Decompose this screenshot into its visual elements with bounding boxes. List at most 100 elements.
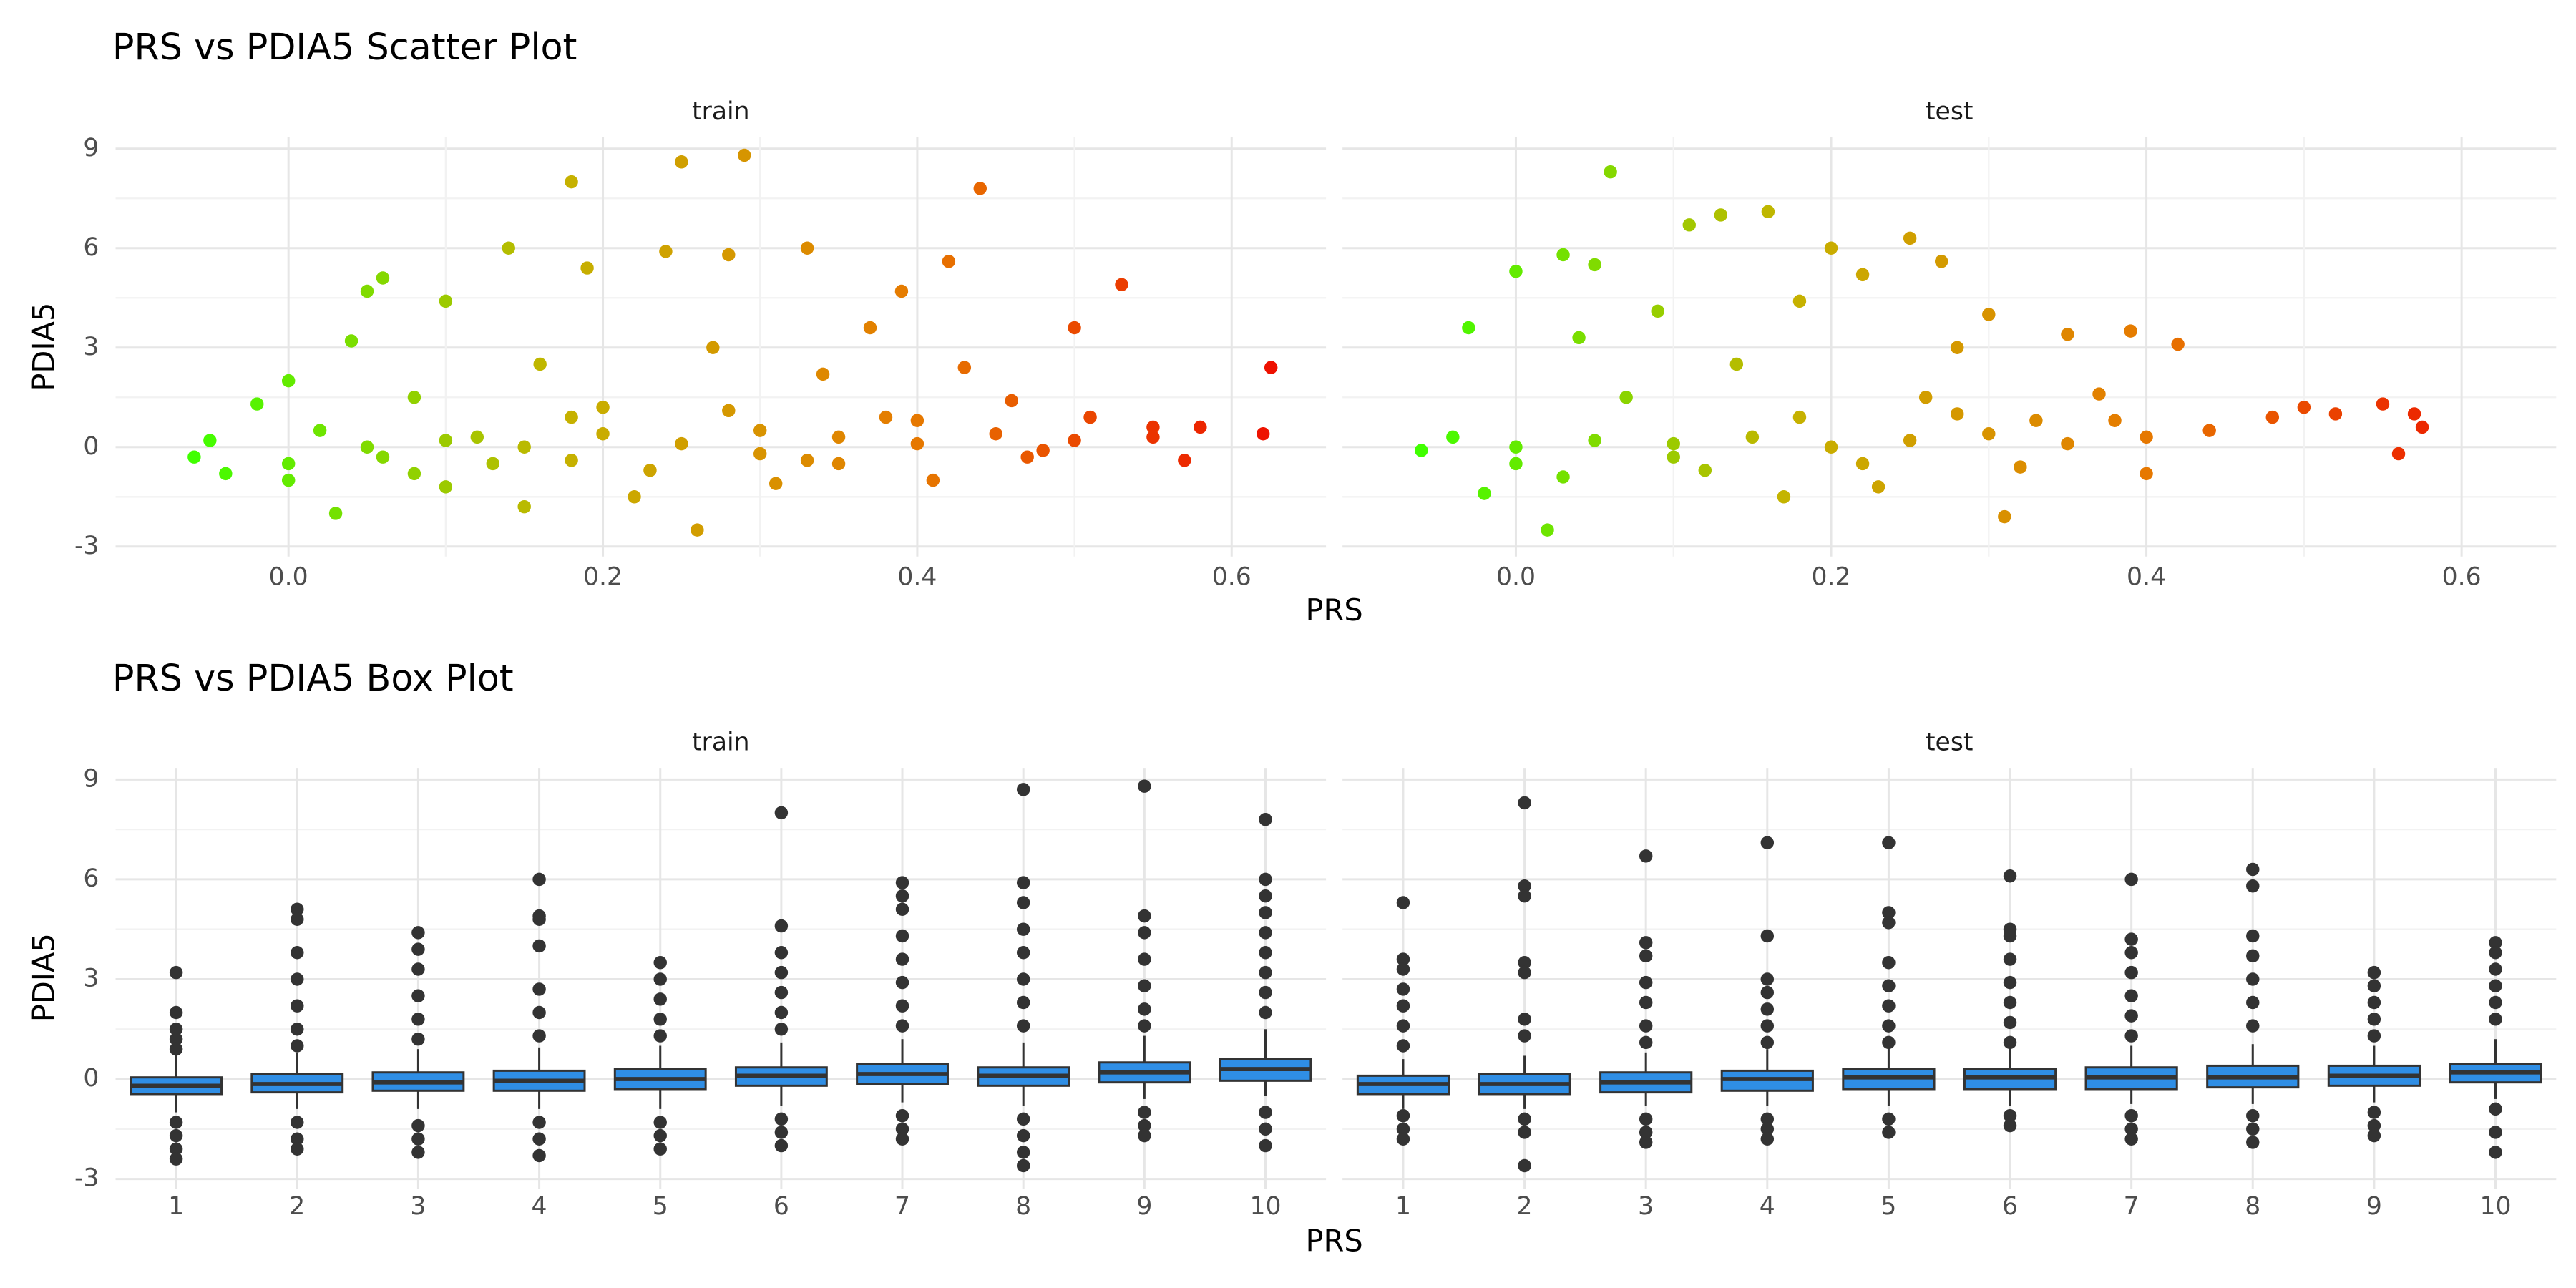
- point: [376, 450, 390, 464]
- outlier: [2246, 1136, 2260, 1149]
- y-tick-label: 9: [83, 764, 99, 793]
- outlier: [2489, 936, 2502, 950]
- point: [957, 361, 972, 374]
- point: [439, 434, 453, 447]
- point: [1951, 341, 1964, 355]
- y-tick-label: 0: [83, 1064, 99, 1093]
- point: [1619, 391, 1633, 404]
- outlier: [895, 889, 909, 903]
- point: [596, 427, 610, 441]
- outlier: [1259, 965, 1272, 980]
- x-tick-label: 2: [289, 1192, 305, 1221]
- outlier: [2367, 995, 2381, 1010]
- point: [2407, 407, 2421, 421]
- outlier: [291, 912, 304, 926]
- outlier: [2246, 1019, 2260, 1033]
- outlier: [1396, 962, 1410, 976]
- point: [360, 284, 374, 298]
- outlier: [1760, 1035, 1775, 1050]
- point: [675, 436, 688, 451]
- outlier: [291, 1116, 304, 1129]
- point: [1478, 487, 1491, 500]
- point: [706, 341, 720, 355]
- outlier: [411, 989, 425, 1002]
- outlier: [774, 806, 789, 820]
- outlier: [2246, 862, 2260, 877]
- outlier: [1016, 995, 1030, 1010]
- outlier: [2246, 879, 2260, 893]
- point: [1824, 241, 1838, 255]
- outlier: [1138, 926, 1151, 940]
- point: [926, 473, 940, 487]
- point: [753, 424, 767, 437]
- outlier: [895, 975, 909, 990]
- outlier: [1016, 783, 1030, 796]
- point: [1588, 258, 1601, 272]
- y-tick-label: -3: [74, 1164, 99, 1193]
- point: [203, 434, 217, 447]
- point: [738, 148, 751, 162]
- outlier: [1396, 1132, 1410, 1146]
- point: [1871, 480, 1885, 494]
- point: [439, 294, 453, 308]
- point: [1667, 450, 1680, 464]
- outlier: [1639, 936, 1653, 950]
- outlier: [2489, 1126, 2502, 1139]
- x-tick-label: 4: [532, 1192, 547, 1221]
- outlier: [2124, 1132, 2138, 1146]
- outlier: [532, 1132, 546, 1146]
- outlier: [1760, 1019, 1775, 1033]
- outlier: [1518, 1029, 1531, 1043]
- point: [1951, 407, 1964, 421]
- point: [910, 414, 924, 427]
- point: [313, 424, 327, 437]
- point: [831, 457, 846, 471]
- outlier: [653, 992, 667, 1006]
- outlier: [2489, 1102, 2502, 1116]
- point: [1446, 430, 1460, 444]
- point: [281, 374, 296, 388]
- outlier: [2003, 869, 2017, 883]
- outlier: [532, 1148, 546, 1163]
- point: [596, 400, 610, 414]
- outlier: [1259, 872, 1272, 887]
- outlier: [411, 1118, 425, 1133]
- point: [1792, 294, 1807, 308]
- outlier: [2124, 872, 2138, 887]
- outlier: [1882, 1019, 1896, 1033]
- outlier: [1016, 1112, 1030, 1126]
- outlier: [2246, 1122, 2260, 1136]
- x-tick-label: 5: [653, 1192, 668, 1221]
- point: [2061, 328, 2074, 341]
- point: [2376, 397, 2390, 411]
- outlier: [2003, 1015, 2017, 1030]
- y-tick-label: 6: [83, 864, 99, 893]
- outlier: [2367, 1118, 2381, 1133]
- outlier: [2489, 1013, 2502, 1026]
- outlier: [1138, 779, 1151, 793]
- x-tick-label: 0.6: [1212, 563, 1252, 592]
- outlier: [1259, 1138, 1272, 1153]
- point: [1462, 321, 1475, 335]
- point: [565, 175, 578, 189]
- outlier: [2124, 965, 2138, 980]
- facet-label: train: [692, 728, 750, 756]
- outlier: [1639, 975, 1653, 990]
- point: [2029, 414, 2043, 427]
- x-tick-label: 6: [2002, 1192, 2018, 1221]
- point: [2328, 407, 2343, 421]
- outlier: [1760, 1002, 1775, 1016]
- outlier: [2003, 975, 2017, 990]
- outlier: [1639, 1136, 1653, 1149]
- outlier: [1639, 1019, 1653, 1033]
- outlier: [1639, 1112, 1653, 1126]
- point: [1020, 450, 1034, 464]
- point: [1556, 248, 1570, 262]
- outlier: [532, 1005, 546, 1020]
- outlier: [169, 1116, 183, 1129]
- outlier: [1259, 1106, 1272, 1119]
- outlier: [2003, 1118, 2017, 1133]
- point: [2297, 400, 2311, 414]
- outlier: [291, 902, 304, 917]
